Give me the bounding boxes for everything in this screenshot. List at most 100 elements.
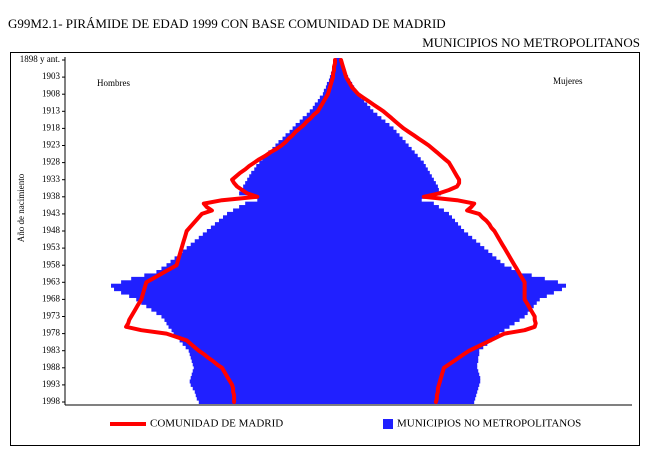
bar [198, 399, 338, 405]
bar [191, 358, 338, 363]
bar [190, 242, 338, 247]
bar [338, 205, 439, 210]
bar [206, 228, 338, 234]
bar [111, 283, 338, 288]
bar [338, 211, 449, 216]
bar [338, 228, 465, 234]
bar [338, 215, 452, 220]
bar [338, 331, 500, 336]
legend-swatch [383, 419, 393, 429]
y-tick-label: 1958 [42, 259, 61, 269]
bar [338, 321, 515, 326]
bar [151, 307, 338, 312]
bar [295, 122, 338, 127]
y-tick-label: 1933 [42, 174, 61, 184]
bar [245, 201, 338, 206]
bar [129, 293, 338, 298]
bar [338, 386, 479, 391]
bar [156, 270, 338, 275]
bar [272, 146, 338, 151]
bar [338, 352, 480, 357]
bar [338, 393, 477, 398]
bar [245, 181, 338, 186]
bar [210, 225, 338, 230]
bar [338, 102, 368, 107]
bar [338, 122, 390, 127]
bar [338, 68, 346, 73]
y-tick-label: 1928 [42, 157, 61, 167]
bar [338, 194, 427, 199]
bar [176, 335, 338, 340]
bar [338, 222, 459, 227]
bar [338, 112, 378, 117]
bar [136, 297, 338, 302]
y-tick-label: 1978 [42, 328, 61, 338]
bar [257, 198, 338, 203]
y-tick-label: 1938 [42, 191, 61, 201]
bar [171, 328, 338, 333]
bar [338, 184, 438, 189]
bar [114, 287, 338, 292]
bar [338, 249, 489, 254]
bar [168, 324, 338, 329]
bar [202, 232, 338, 237]
bar [161, 266, 338, 271]
y-tick-label: 1998 [42, 396, 61, 406]
bar [338, 157, 421, 162]
y-axis-label: Año de nacimiento [16, 173, 26, 242]
bar [338, 99, 365, 104]
bar [338, 382, 480, 387]
chart-title: G99M2.1- PIRÁMIDE DE EDAD 1999 CON BASE … [8, 16, 446, 31]
bar [239, 191, 338, 196]
bar [338, 85, 355, 90]
bar [192, 369, 338, 374]
bar [338, 317, 520, 322]
bar [338, 283, 566, 288]
bar [186, 246, 338, 251]
bar [196, 396, 338, 401]
legend-label: COMUNIDAD DE MADRID [150, 418, 283, 430]
bar [338, 160, 424, 165]
bar [338, 181, 436, 186]
bar [278, 140, 338, 145]
bar [338, 338, 492, 343]
bar [338, 246, 485, 251]
bar [141, 300, 338, 305]
bar [338, 71, 347, 76]
bar [338, 307, 531, 312]
bar [218, 218, 338, 223]
bar [173, 331, 338, 336]
bar [338, 177, 434, 182]
bar [239, 205, 338, 210]
line [339, 58, 538, 404]
bar [338, 164, 426, 169]
bar [338, 311, 528, 316]
bar [338, 324, 510, 329]
bar [338, 174, 432, 179]
bar [338, 92, 359, 97]
bar [338, 133, 400, 138]
bar [338, 201, 434, 206]
y-tick-label: 1968 [42, 293, 61, 303]
bar [338, 146, 412, 151]
bar [338, 273, 532, 278]
bar [188, 348, 338, 353]
bar [252, 194, 338, 199]
bar [338, 126, 394, 131]
bar [338, 129, 397, 134]
y-tick-label: 1948 [42, 225, 61, 235]
bar [338, 252, 493, 257]
bar [338, 290, 554, 295]
bar [338, 365, 478, 370]
bar [144, 273, 338, 278]
bar [338, 304, 534, 309]
bar [192, 362, 338, 367]
bar [338, 232, 469, 237]
bar [265, 153, 338, 158]
bar [178, 252, 338, 257]
bar [319, 95, 338, 100]
bar [338, 369, 479, 374]
bar [189, 352, 338, 357]
bar [166, 321, 338, 326]
bar [338, 136, 403, 141]
